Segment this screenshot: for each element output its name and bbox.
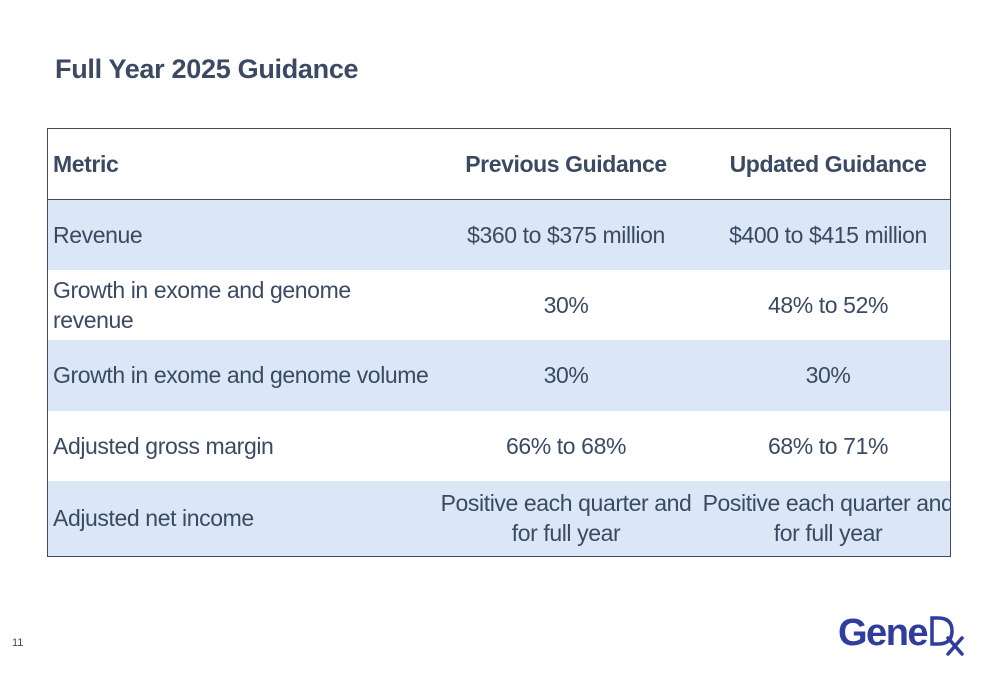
cell-previous: 30% (433, 340, 699, 411)
cell-metric: Revenue (48, 199, 433, 271)
cell-updated: 48% to 52% (699, 270, 950, 341)
cell-metric: Adjusted net income (48, 480, 433, 556)
table-row: Growth in exome and genome volume 30% 30… (48, 340, 950, 411)
cell-previous: Positive each quarter and for full year (433, 480, 699, 556)
cell-metric: Growth in exome and genome revenue (48, 270, 433, 341)
cell-metric: Growth in exome and genome volume (48, 340, 433, 411)
table-row: Growth in exome and genome revenue 30% 4… (48, 270, 950, 341)
header-updated-guidance: Updated Guidance (699, 129, 950, 200)
cell-metric: Adjusted gross margin (48, 410, 433, 481)
cell-updated: $400 to $415 million (699, 199, 950, 271)
slide-title: Full Year 2025 Guidance (55, 54, 359, 84)
guidance-table: Metric Previous Guidance Updated Guidanc… (47, 128, 951, 557)
cell-updated: 68% to 71% (699, 410, 950, 481)
cell-updated: 30% (699, 340, 950, 411)
header-previous-guidance: Previous Guidance (433, 129, 699, 200)
logo-text-gene: Gene (838, 612, 927, 654)
page-number: 11 (12, 637, 24, 649)
genedx-logo: Gene (838, 612, 964, 656)
table-row: Adjusted gross margin 66% to 68% 68% to … (48, 410, 950, 481)
table-row: Adjusted net income Positive each quarte… (48, 480, 950, 556)
table-row: Revenue $360 to $375 million $400 to $41… (48, 199, 950, 271)
cell-previous: 30% (433, 270, 699, 341)
cell-updated: Positive each quarter and for full year (699, 480, 950, 556)
header-metric: Metric (48, 129, 433, 200)
cell-previous: $360 to $375 million (433, 199, 699, 271)
cell-previous: 66% to 68% (433, 410, 699, 481)
table-header-row: Metric Previous Guidance Updated Guidanc… (48, 129, 950, 200)
logo-dx-mark (930, 616, 964, 656)
